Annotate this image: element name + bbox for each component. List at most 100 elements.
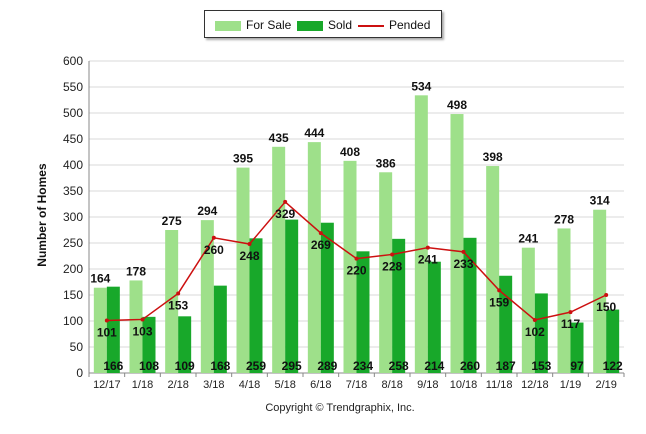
data-label-pended: 153 bbox=[168, 298, 188, 312]
data-label-sold: 260 bbox=[460, 359, 480, 373]
bar-for-sale bbox=[272, 146, 286, 373]
bar-sold bbox=[606, 309, 620, 373]
data-label-pended: 228 bbox=[382, 259, 402, 273]
data-label-sold: 168 bbox=[210, 359, 230, 373]
x-tick-label: 7/18 bbox=[346, 379, 367, 391]
x-tick-label: 5/18 bbox=[274, 379, 295, 391]
bar-for-sale bbox=[557, 228, 571, 373]
data-label-sold: 258 bbox=[389, 359, 409, 373]
bar-for-sale bbox=[236, 167, 250, 373]
data-label-for-sale: 278 bbox=[554, 212, 574, 226]
y-tick-label: 400 bbox=[63, 158, 83, 172]
bar-for-sale bbox=[379, 172, 393, 373]
y-tick-label: 0 bbox=[76, 366, 83, 380]
y-tick-label: 150 bbox=[63, 288, 83, 302]
x-tick-label: 12/18 bbox=[521, 379, 549, 391]
data-label-for-sale: 241 bbox=[518, 232, 538, 246]
bar-for-sale bbox=[486, 166, 500, 373]
x-tick-label: 8/18 bbox=[381, 379, 402, 391]
point-pended bbox=[532, 317, 537, 322]
y-tick-label: 350 bbox=[63, 184, 83, 198]
bar-sold bbox=[178, 316, 192, 373]
data-label-sold: 109 bbox=[175, 359, 195, 373]
data-label-for-sale: 294 bbox=[197, 204, 217, 218]
legend-label-pended: Pended bbox=[389, 18, 431, 32]
bar-sold bbox=[320, 222, 334, 373]
bar-for-sale bbox=[200, 220, 214, 373]
data-label-pended: 248 bbox=[239, 249, 259, 263]
data-label-sold: 108 bbox=[139, 359, 159, 373]
point-pended bbox=[354, 256, 359, 261]
bar-sold bbox=[463, 237, 477, 373]
legend-label-for-sale: For Sale bbox=[246, 18, 292, 32]
bar-sold bbox=[534, 293, 548, 373]
data-label-pended: 103 bbox=[132, 324, 152, 338]
y-tick-label: 50 bbox=[70, 340, 84, 354]
y-tick-label: 600 bbox=[63, 54, 83, 68]
point-pended bbox=[318, 231, 323, 236]
bar-sold bbox=[356, 251, 370, 373]
bar-sold bbox=[392, 238, 406, 373]
x-tick-label: 1/19 bbox=[560, 379, 581, 391]
point-pended bbox=[247, 242, 252, 247]
legend-label-sold: Sold bbox=[328, 18, 353, 32]
bar-for-sale bbox=[343, 160, 357, 373]
data-label-for-sale: 498 bbox=[447, 98, 467, 112]
point-pended bbox=[390, 252, 395, 257]
point-pended bbox=[497, 288, 502, 293]
data-label-for-sale: 534 bbox=[411, 79, 431, 93]
bar-for-sale bbox=[593, 209, 607, 373]
data-label-pended: 241 bbox=[418, 253, 438, 267]
data-label-for-sale: 444 bbox=[304, 126, 324, 140]
bar-for-sale bbox=[129, 280, 143, 373]
bar-sold bbox=[142, 316, 156, 373]
legend-item-for-sale: For Sale bbox=[215, 18, 291, 32]
data-label-for-sale: 275 bbox=[162, 214, 182, 228]
data-label-pended: 101 bbox=[97, 325, 117, 339]
point-pended bbox=[140, 317, 145, 322]
legend-item-pended: Pended bbox=[358, 18, 430, 32]
data-label-pended: 159 bbox=[489, 295, 509, 309]
data-label-sold: 234 bbox=[353, 359, 373, 373]
point-pended bbox=[461, 249, 466, 254]
bar-sold bbox=[499, 275, 513, 373]
bar-sold bbox=[106, 286, 120, 373]
legend-swatch-pended bbox=[358, 24, 384, 27]
bar-for-sale bbox=[165, 230, 179, 373]
data-label-for-sale: 435 bbox=[269, 131, 289, 145]
point-pended bbox=[176, 291, 181, 296]
data-label-for-sale: 386 bbox=[376, 156, 396, 170]
data-label-pended: 329 bbox=[275, 207, 295, 221]
data-label-sold: 214 bbox=[424, 359, 444, 373]
y-tick-label: 200 bbox=[63, 262, 83, 276]
bar-for-sale bbox=[450, 114, 464, 373]
data-label-sold: 166 bbox=[103, 359, 123, 373]
x-tick-label: 10/18 bbox=[450, 379, 478, 391]
data-label-for-sale: 164 bbox=[90, 272, 110, 286]
legend: For Sale Sold Pended bbox=[204, 10, 442, 38]
x-tick-label: 12/17 bbox=[93, 379, 121, 391]
data-label-pended: 102 bbox=[525, 325, 545, 339]
legend-swatch-sold bbox=[297, 20, 323, 31]
y-tick-label: 250 bbox=[63, 236, 83, 250]
point-pended bbox=[568, 310, 573, 315]
data-label-for-sale: 398 bbox=[483, 150, 503, 164]
x-tick-label: 4/18 bbox=[239, 379, 260, 391]
bar-sold bbox=[213, 285, 227, 373]
point-pended bbox=[425, 245, 430, 250]
data-label-sold: 153 bbox=[531, 359, 551, 373]
bar-for-sale bbox=[414, 95, 428, 373]
y-tick-label: 100 bbox=[63, 314, 83, 328]
bar-for-sale bbox=[521, 247, 535, 373]
data-label-sold: 289 bbox=[317, 359, 337, 373]
y-tick-label: 500 bbox=[63, 106, 83, 120]
legend-item-sold: Sold bbox=[297, 18, 352, 32]
x-tick-label: 1/18 bbox=[132, 379, 153, 391]
data-label-sold: 259 bbox=[246, 359, 266, 373]
data-label-pended: 269 bbox=[311, 238, 331, 252]
x-tick-label: 2/18 bbox=[167, 379, 188, 391]
bar-sold bbox=[570, 322, 584, 373]
data-label-sold: 122 bbox=[603, 359, 623, 373]
data-label-for-sale: 314 bbox=[590, 194, 610, 208]
